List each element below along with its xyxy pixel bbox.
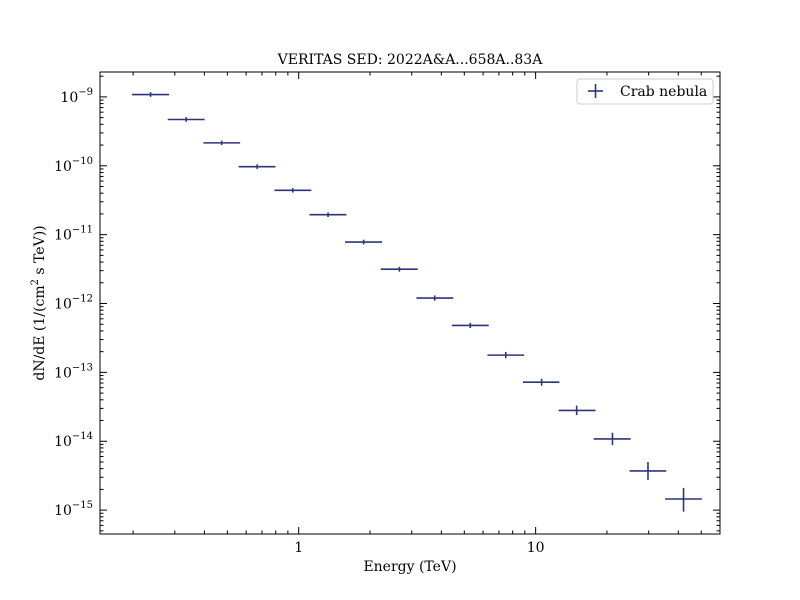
x-tick-label: 1 [294, 540, 303, 556]
data-point [558, 405, 596, 416]
data-point [274, 188, 312, 193]
y-tick-label-exponent: −10 [72, 156, 93, 167]
y-tick-label: 10−14 [54, 431, 93, 450]
y-tick-label: 10−11 [54, 225, 93, 244]
y-tick-label-exponent: −9 [78, 87, 93, 98]
legend: Crab nebula [576, 78, 714, 105]
data-point [345, 239, 383, 245]
data-point [167, 117, 205, 122]
plot-frame [99, 71, 721, 535]
chart-title: VERITAS SED: 2022A&A...658A..83A [277, 52, 544, 68]
x-axis: 1 10 [132, 72, 721, 556]
data-point [203, 140, 241, 146]
y-tick-label-exponent: −14 [72, 431, 93, 442]
legend-label: Crab nebula [620, 84, 707, 100]
y-tick-label-base: 10 [54, 159, 72, 175]
y-tick-label: 10−10 [54, 156, 93, 175]
y-axis-label: dN/dE (1/(cm2 s TeV)) [30, 225, 48, 380]
y-tick-label-exponent: −11 [72, 225, 93, 236]
y-tick-label: 10−15 [54, 500, 93, 519]
y-tick-label-base: 10 [54, 228, 72, 244]
data-series-crab-nebula [132, 92, 702, 512]
data-point [629, 461, 667, 480]
y-tick-label-exponent: −13 [72, 362, 93, 373]
y-tick-label-base: 10 [60, 90, 78, 106]
data-point [132, 92, 170, 97]
y-tick-label-base: 10 [54, 365, 72, 381]
x-axis-label: Energy (TeV) [363, 559, 456, 575]
y-tick-label: 10−13 [54, 362, 93, 381]
data-point [416, 295, 454, 301]
data-point [451, 322, 489, 329]
data-point [665, 487, 702, 512]
y-tick-label-exponent: −12 [72, 294, 93, 305]
y-axis-label-suffix: s TeV)) [32, 225, 48, 279]
data-point [487, 351, 525, 359]
y-axis-label-superscript: 2 [30, 279, 41, 285]
y-tick-label-exponent: −15 [72, 500, 93, 511]
y-axis-label-prefix: dN/dE (1/(cm [32, 285, 48, 380]
x-tick-label: 10 [527, 540, 545, 556]
data-point [380, 266, 418, 272]
y-tick-label: 10−12 [54, 294, 93, 313]
y-tick-label-base: 10 [54, 503, 72, 519]
legend-box [576, 78, 714, 105]
legend-marker [588, 84, 603, 98]
data-point [238, 164, 276, 169]
y-tick-label-base: 10 [54, 434, 72, 450]
y-tick-label: 10−9 [60, 87, 93, 106]
y-tick-label-base: 10 [54, 297, 72, 313]
data-point [522, 378, 560, 386]
data-point [309, 212, 347, 218]
data-point [593, 432, 631, 446]
